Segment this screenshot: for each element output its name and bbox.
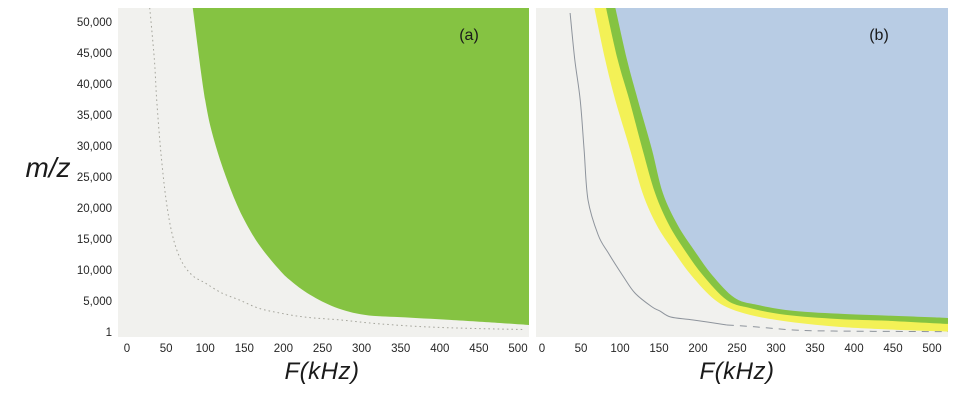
- y-tick-label: 40,000: [77, 79, 112, 91]
- x-tick-label: 500: [508, 343, 527, 355]
- x-tick-label: 150: [235, 343, 254, 355]
- x-tick-label: 350: [805, 343, 824, 355]
- blue-region: [615, 8, 948, 318]
- dotted-boundary-curve: [149, 8, 526, 330]
- x-tick-label: 450: [469, 343, 488, 355]
- x-tick-label: 50: [575, 343, 588, 355]
- y-tick-label: 50,000: [77, 17, 112, 29]
- y-tick-label: 10,000: [77, 265, 112, 277]
- x-tick-label: 250: [727, 343, 746, 355]
- x-tick-label: 450: [883, 343, 902, 355]
- x-tick-label: 300: [766, 343, 785, 355]
- x-tick-label: 300: [352, 343, 371, 355]
- x-tick-label: 100: [196, 343, 215, 355]
- dashed-boundary-tail: [726, 324, 948, 333]
- y-axis-title: m/z: [25, 152, 71, 183]
- panel-b-label: (b): [869, 27, 889, 44]
- x-tick-label: 0: [124, 343, 130, 355]
- x-tick-label: 400: [844, 343, 863, 355]
- plot-content-panel-a: [149, 8, 529, 330]
- plot-content-panel-b: [569, 8, 948, 333]
- y-tick-label: 45,000: [77, 48, 112, 60]
- y-tick-label: 5,000: [83, 296, 112, 308]
- x-tick-label: 500: [922, 343, 941, 355]
- x-tick-label: 200: [274, 343, 293, 355]
- y-tick-label: 1: [106, 327, 112, 339]
- x-tick-label: 50: [160, 343, 173, 355]
- x-tick-label: 350: [391, 343, 410, 355]
- green-region: [192, 8, 529, 325]
- x-tick-label: 0: [539, 343, 545, 355]
- x-tick-label: 400: [430, 343, 449, 355]
- x-tick-label: 100: [610, 343, 629, 355]
- x-tick-label: 200: [688, 343, 707, 355]
- y-tick-label: 35,000: [77, 110, 112, 122]
- x-tick-label: 150: [649, 343, 668, 355]
- y-tick-label: 20,000: [77, 203, 112, 215]
- x-axis-title-panel-b: F(kHz): [699, 358, 775, 385]
- y-tick-label: 15,000: [77, 234, 112, 246]
- x-tick-label: 250: [313, 343, 332, 355]
- solid-boundary-curve: [569, 12, 727, 326]
- panel-a-label: (a): [459, 27, 479, 44]
- y-tick-label: 30,000: [77, 141, 112, 153]
- x-axis-title-panel-a: F(kHz): [284, 358, 360, 385]
- y-tick-label: 25,000: [77, 172, 112, 184]
